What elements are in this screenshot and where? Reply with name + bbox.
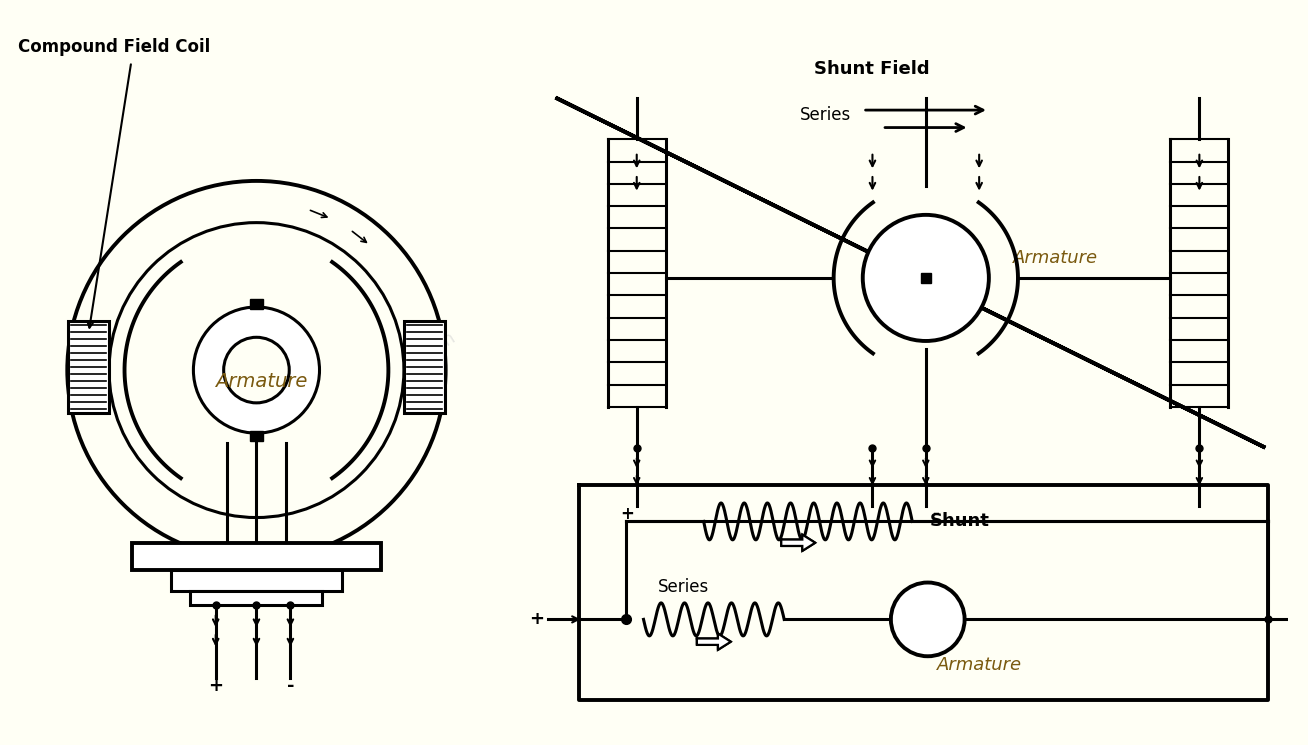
Bar <box>171 570 341 592</box>
Text: +: + <box>620 505 634 524</box>
Circle shape <box>67 181 446 559</box>
Circle shape <box>891 583 964 656</box>
Text: -: - <box>286 677 294 695</box>
Circle shape <box>224 337 289 403</box>
Bar <box>250 299 263 309</box>
Text: Series: Series <box>658 578 709 596</box>
Text: Compound Field Coil: Compound Field Coil <box>18 38 211 56</box>
Circle shape <box>109 223 404 518</box>
Circle shape <box>863 215 989 341</box>
Text: +: + <box>530 610 544 628</box>
Bar <box>404 321 445 413</box>
Circle shape <box>194 307 319 433</box>
Bar <box>921 273 931 283</box>
Text: -: - <box>933 505 939 524</box>
Bar <box>250 431 263 441</box>
Bar <box>132 543 381 570</box>
Bar <box>191 592 322 605</box>
Text: Armature: Armature <box>1014 250 1099 267</box>
Text: Shunt Field: Shunt Field <box>815 60 930 78</box>
Bar <box>68 321 109 413</box>
Text: Armature: Armature <box>938 656 1023 673</box>
Text: http://yc.blogspot.com: http://yc.blogspot.com <box>277 328 459 451</box>
Text: Shunt: Shunt <box>930 513 990 530</box>
Text: Series: Series <box>799 106 852 124</box>
Text: Armature: Armature <box>215 372 307 391</box>
Polygon shape <box>697 633 731 650</box>
Polygon shape <box>781 535 815 551</box>
Text: +: + <box>208 677 224 695</box>
